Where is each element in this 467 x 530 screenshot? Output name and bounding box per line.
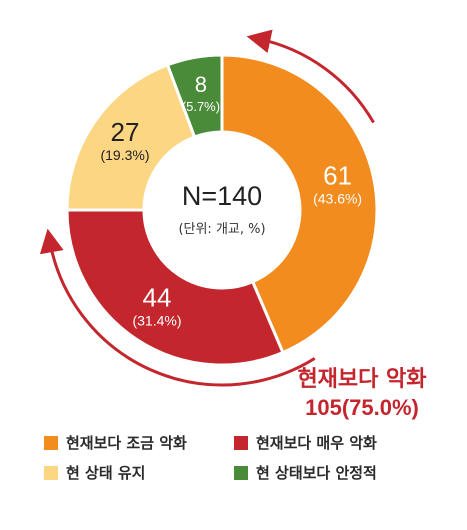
annotation-arc-top [246,29,375,124]
legend-swatch [234,435,248,450]
slice-maintain [65,62,197,212]
slice-value-label: 27 [111,117,140,147]
slice-slightly-worse [220,53,379,355]
slice-value-label: 61 [323,160,352,190]
slice-much-worse [65,208,285,367]
legend-item-much-worse: 현재보다 매우 악화 [234,432,377,453]
legend-swatch [44,465,58,480]
legend-item-more-stable: 현 상태보다 안정적 [234,462,377,483]
annotation-line1: 현재보다 악화 [297,367,426,392]
legend-swatch [234,465,248,480]
annotation-line2: 105(75.0%) [305,395,419,420]
legend-label: 현재보다 매우 악화 [256,434,377,452]
legend-swatch [44,435,58,450]
legend-label: 현 상태 유지 [66,464,146,482]
slice-value-label: 8 [195,72,207,97]
slice-value-label: 44 [143,282,172,312]
legend-item-slightly-worse: 현재보다 조금 악화 [44,432,187,453]
center-subtitle: (단위: 개교, %) [178,222,265,237]
legend-label: 현재보다 조금 악화 [66,434,187,452]
slice-percent-label: (5.7%) [182,99,220,114]
slice-percent-label: (43.6%) [313,190,362,206]
legend-label: 현 상태보다 안정적 [256,464,377,482]
legend-item-maintain: 현 상태 유지 [44,462,145,483]
center-title: N=140 [182,181,262,211]
slice-percent-label: (19.3%) [100,147,149,163]
annotation-arc-left [39,228,316,387]
slice-more-stable [165,53,224,139]
slice-percent-label: (31.4%) [132,312,181,328]
